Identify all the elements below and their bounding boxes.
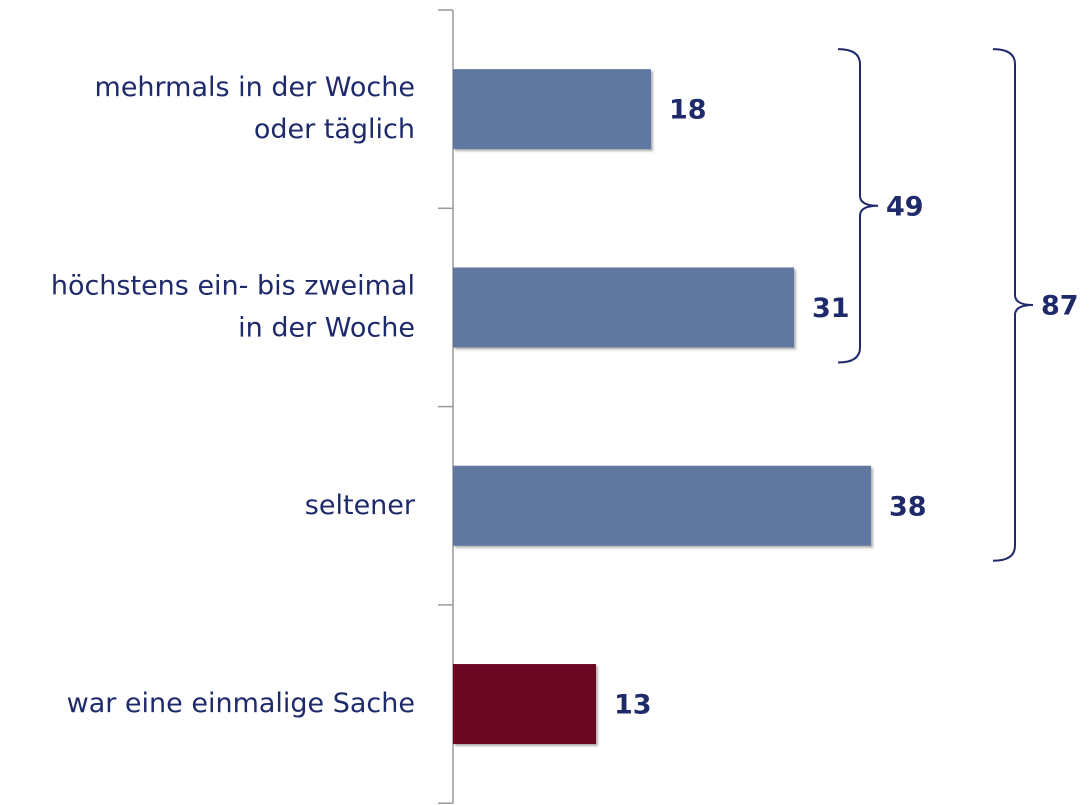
bar [453,465,871,546]
bar [453,267,794,348]
category-line: mehrmals in der Woche [95,72,415,103]
category-label: war eine einmalige Sache [67,688,415,719]
value-label: 31 [812,293,850,324]
category-line: war eine einmalige Sache [67,688,415,719]
category-line: höchstens ein- bis zweimal [51,270,415,301]
category-line: oder täglich [254,114,415,145]
bar [453,69,651,150]
bracket-label: 87 [1041,290,1079,321]
value-label: 38 [889,491,927,522]
category-label: mehrmals in der Woche oder täglich [95,72,415,145]
bracket-label: 49 [886,191,924,222]
category-label: höchstens ein- bis zweimal in der Woche [51,270,415,343]
category-line: seltener [305,489,416,520]
bar [453,664,596,745]
value-label: 13 [614,690,652,721]
category-label: seltener [305,489,416,520]
bracket [837,48,879,364]
category-line: in der Woche [238,312,415,343]
value-label: 18 [669,95,707,126]
bracket [992,48,1034,562]
